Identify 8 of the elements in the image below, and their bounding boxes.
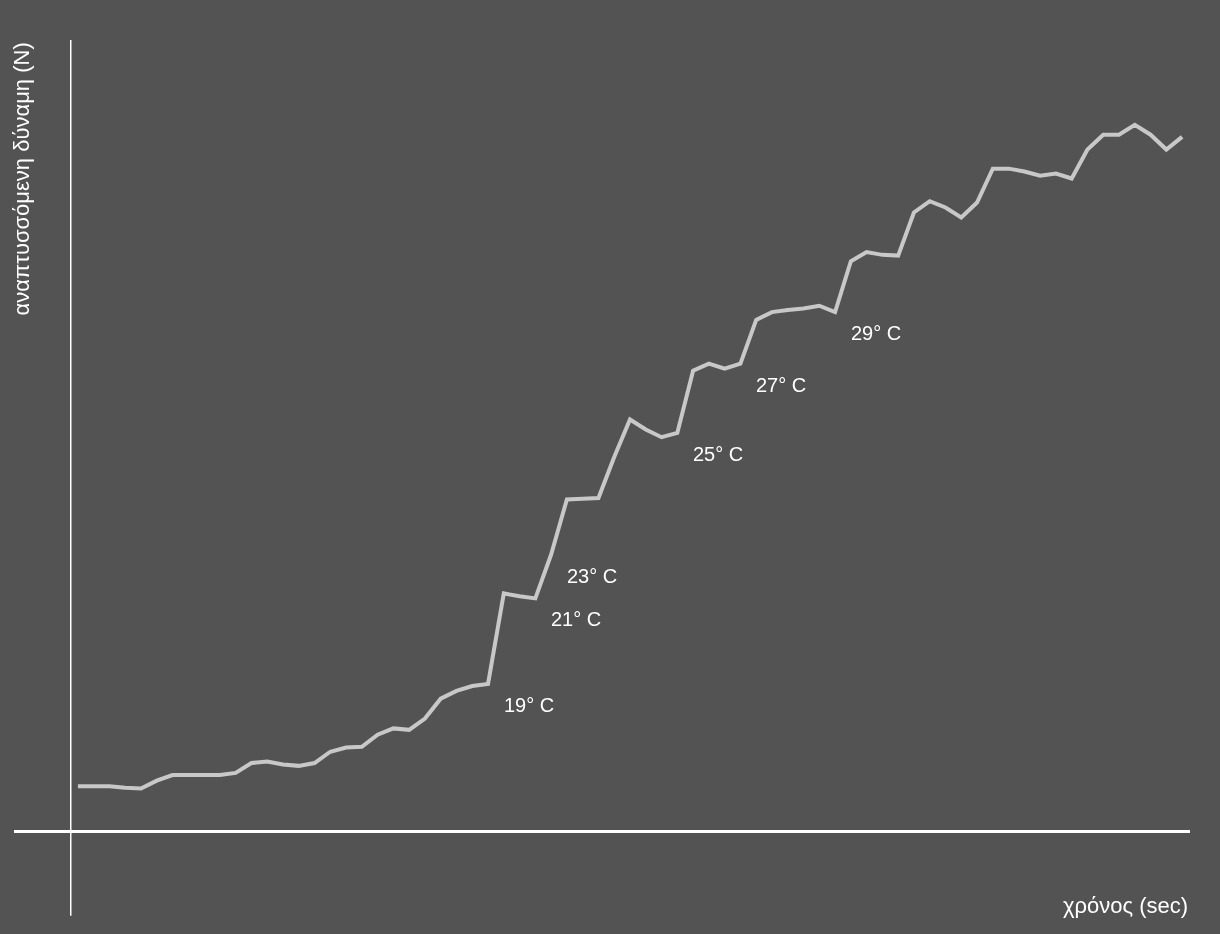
- annotation: 23° C: [567, 565, 618, 587]
- annotation: 19° C: [504, 694, 555, 716]
- annotation: 25° C: [693, 443, 744, 465]
- annotation: 29° C: [851, 322, 902, 344]
- annotation: 27° C: [756, 374, 807, 396]
- y-axis-title: αναπτυσσόμενη δύναμη (N): [9, 42, 35, 316]
- x-axis-title: χρόνος (sec): [1063, 893, 1189, 918]
- annotation: 21° C: [551, 608, 602, 630]
